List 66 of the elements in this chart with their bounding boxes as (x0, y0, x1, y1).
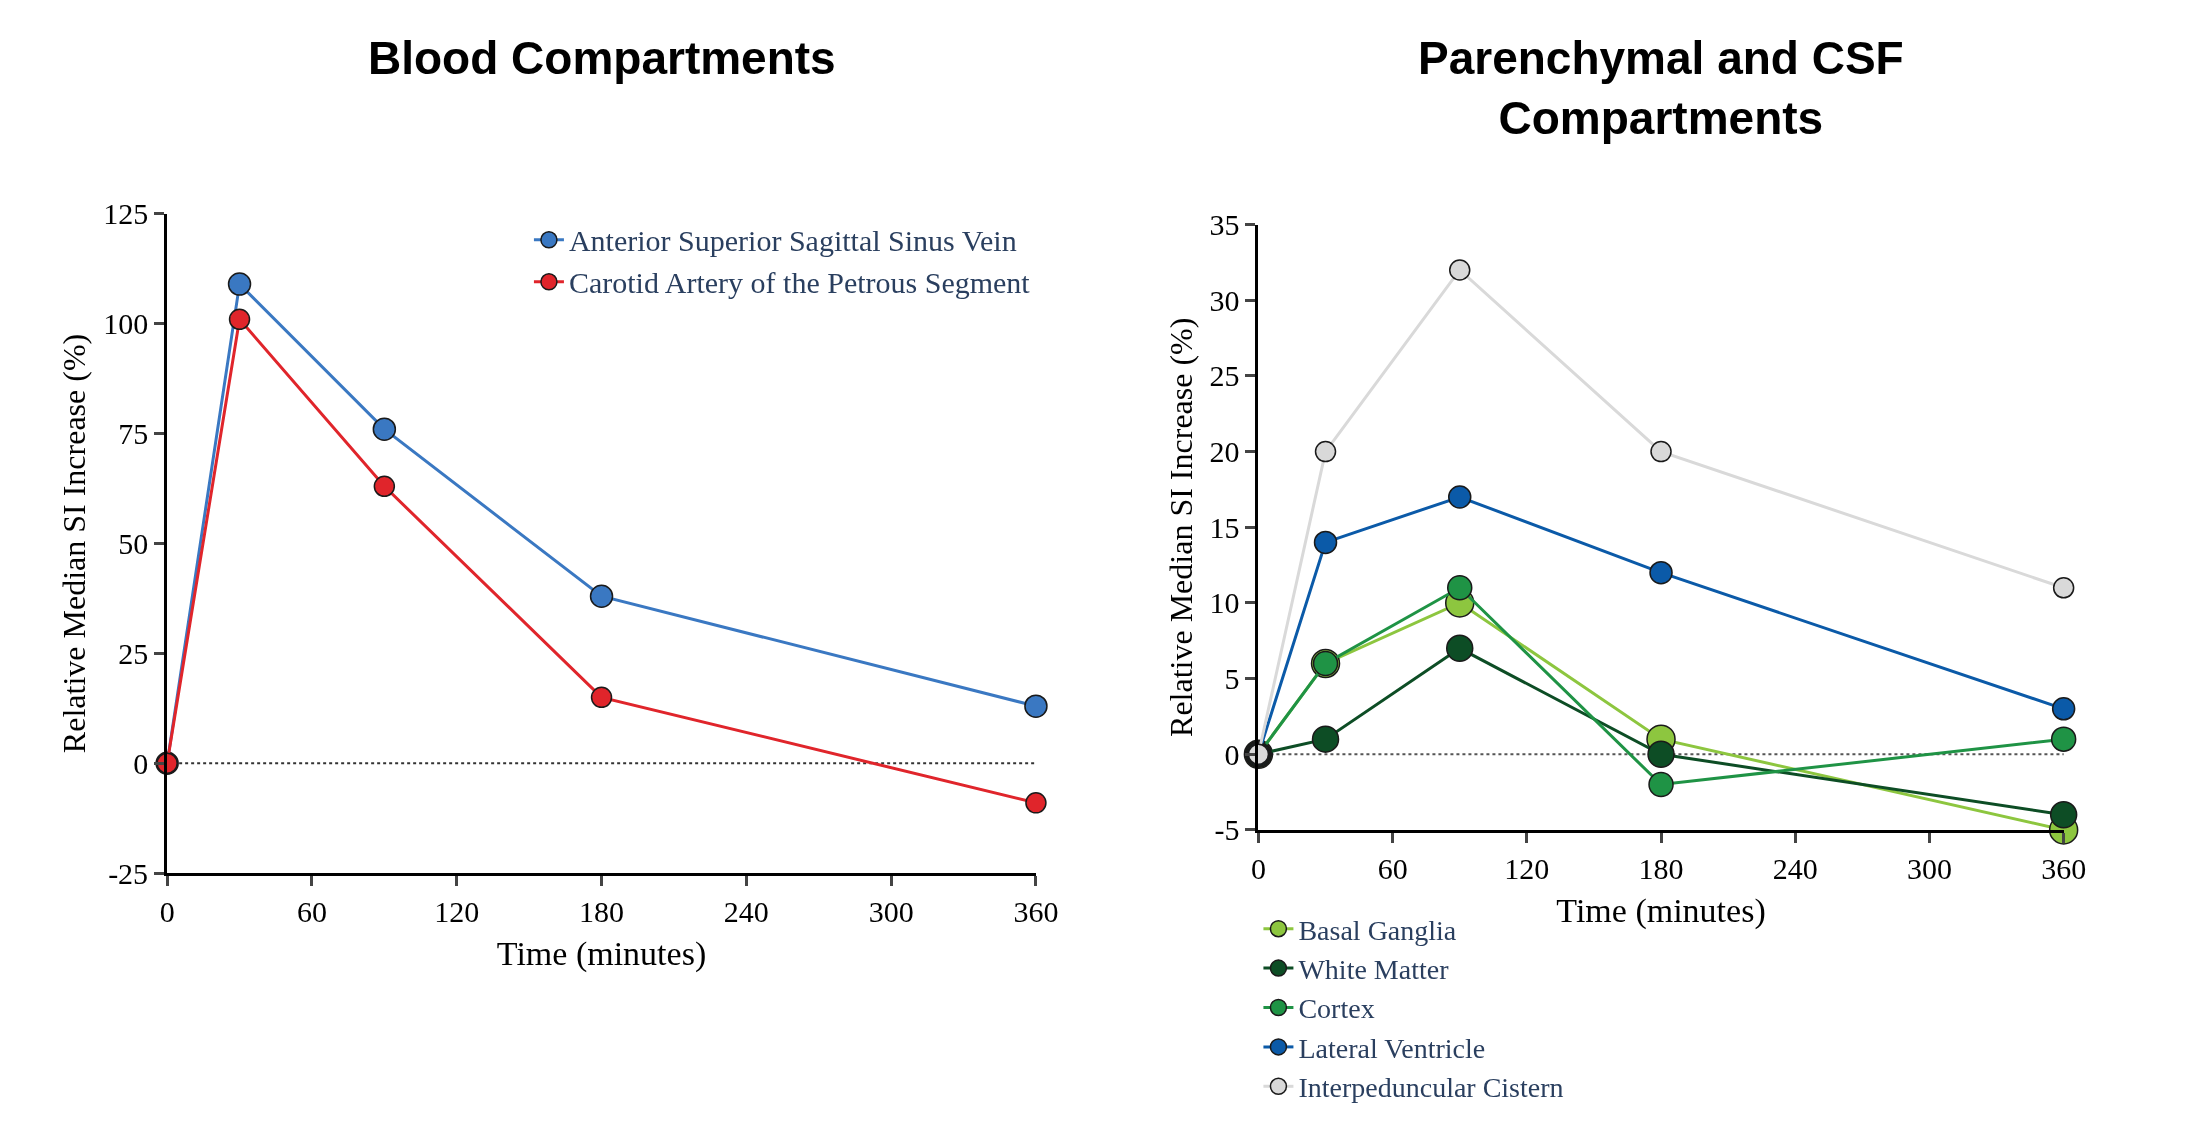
y-axis-title: Relative Median SI Increase (%) (1162, 317, 1199, 737)
y-tick-label: 0 (1224, 737, 1240, 771)
point (1313, 530, 1338, 555)
y-tick-label: 0 (133, 746, 149, 780)
y-tick-label: 100 (103, 307, 149, 341)
legend-label: Carotid Artery of the Petrous Segment (568, 266, 1031, 300)
y-tick-label: 75 (118, 417, 149, 451)
point (590, 686, 613, 709)
point (1647, 740, 1675, 769)
point (1025, 792, 1047, 814)
point (373, 475, 396, 498)
x-tick-label: 240 (723, 895, 769, 929)
legend-label: Anterior Superior Sagittal Sinus Vein (568, 224, 1017, 258)
y-tick-label: 25 (118, 636, 149, 670)
point (2049, 801, 2078, 829)
legend-label: Cortex (1298, 993, 1375, 1025)
x-tick-label: 360 (2041, 851, 2087, 885)
point (589, 584, 614, 608)
chart-title: Parenchymal and CSF Compartments (1418, 32, 1904, 144)
x-tick-label: 120 (1504, 851, 1550, 885)
point (227, 272, 252, 296)
y-axis-title: Relative Median SI Increase (%) (56, 333, 93, 754)
x-tick-label: 0 (159, 895, 175, 929)
x-tick-label: 360 (1013, 895, 1059, 929)
y-tick-label: 125 (103, 197, 149, 231)
x-tick-label: 180 (579, 895, 625, 929)
point (1447, 575, 1473, 601)
x-axis-title: Time (minutes) (496, 935, 707, 974)
y-tick-label: -5 (1214, 813, 1240, 847)
x-tick-label: 120 (434, 895, 480, 929)
legend-label: White Matter (1298, 954, 1450, 986)
y-tick-label: 10 (1209, 586, 1240, 620)
point (1447, 485, 1472, 509)
point (1648, 771, 1674, 798)
chart-title: Blood Compartments (368, 32, 836, 84)
x-tick-label: 60 (1377, 851, 1408, 885)
point (1311, 725, 1340, 753)
legend-label: Interpeduncular Cistern (1298, 1072, 1564, 1104)
y-tick-label: 50 (118, 526, 149, 560)
y-tick-label: 5 (1224, 662, 1240, 696)
x-tick-label: 300 (1906, 851, 1952, 885)
point (2050, 726, 2077, 752)
legend-label: Lateral Ventricle (1298, 1032, 1486, 1064)
x-axis-title: Time (minutes) (1556, 892, 1766, 931)
y-tick-label: 30 (1209, 283, 1240, 317)
point (1446, 634, 1474, 663)
point (228, 308, 251, 331)
point (1650, 440, 1672, 463)
x-tick-label: 180 (1638, 851, 1684, 885)
legend-label: Basal Ganglia (1298, 914, 1457, 946)
point (1024, 694, 1048, 718)
x-tick-label: 60 (296, 895, 327, 929)
point (1649, 560, 1673, 585)
point (2051, 697, 2076, 721)
point (2052, 577, 2075, 599)
x-tick-label: 0 (1250, 851, 1266, 885)
y-tick-label: 25 (1209, 359, 1240, 393)
y-tick-label: 20 (1209, 435, 1240, 469)
x-tick-label: 240 (1772, 851, 1818, 885)
y-tick-label: -25 (108, 856, 149, 890)
point (1448, 259, 1471, 281)
point (372, 417, 397, 441)
point (1314, 440, 1337, 463)
x-tick-label: 300 (868, 895, 914, 929)
y-tick-label: 35 (1209, 208, 1240, 242)
y-tick-label: 15 (1209, 510, 1240, 544)
